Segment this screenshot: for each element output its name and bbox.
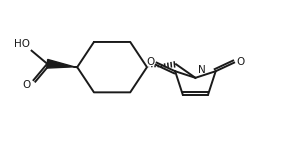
Text: O: O [22, 80, 31, 90]
Polygon shape [47, 59, 77, 68]
Text: HO: HO [14, 39, 30, 49]
Text: O: O [147, 57, 155, 67]
Text: O: O [236, 57, 244, 67]
Text: N: N [198, 65, 206, 75]
